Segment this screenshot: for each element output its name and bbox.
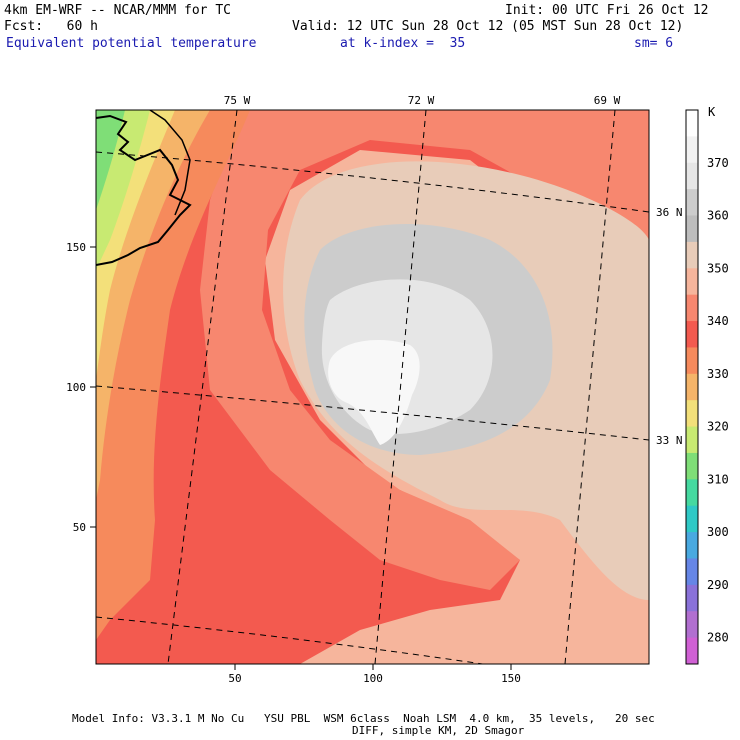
lon-label-72w: 72 W: [408, 94, 435, 107]
colorbar-swatch: [686, 584, 698, 612]
colorbar-label: 360: [707, 209, 729, 223]
colorbar-swatch: [686, 189, 698, 217]
colorbar-label: 280: [707, 631, 729, 645]
colorbar-swatch: [686, 558, 698, 586]
y-tick-100: 100: [66, 381, 86, 394]
forecast-hour: Fcst: 60 h: [4, 19, 98, 34]
colorbar-frame: [685, 109, 699, 665]
colorbar-swatch: [686, 532, 698, 559]
colorbar-label: 370: [707, 156, 729, 170]
colorbar-swatch: [686, 505, 698, 533]
colorbar-swatch: [686, 294, 698, 322]
colorbar-label: 290: [707, 578, 729, 592]
theta-e-field: [96, 110, 649, 664]
model-physics: DIFF, simple KM, 2D Smagor: [352, 724, 525, 737]
colorbar-swatch: [686, 321, 698, 348]
colorbar-labels: 370 360 350 340 330 320 310 300 290 280: [707, 156, 729, 645]
meridian-75w: [167, 110, 238, 664]
colorbar-swatch: [686, 136, 698, 164]
colorbar-swatch: [686, 611, 698, 639]
x-tick-50: 50: [228, 672, 241, 685]
x-tick-100: 100: [363, 672, 383, 685]
lon-label-69w: 69 W: [594, 94, 621, 107]
field-370K-center: [328, 340, 420, 445]
colorbar-swatch: [686, 426, 698, 454]
colorbar-swatch: [686, 268, 698, 296]
valid-time: Valid: 12 UTC Sun 28 Oct 12 (05 MST Sun …: [292, 19, 684, 34]
model-info: Model Info: V3.3.1 M No Cu YSU PBL WSM 6…: [72, 712, 655, 725]
x-tick-150: 150: [501, 672, 521, 685]
colorbar: [685, 109, 699, 665]
meridian-72w: [374, 110, 427, 664]
lat-label-33n: 33 N: [656, 434, 683, 447]
lat-label-36n: 36 N: [656, 206, 683, 219]
smoothing-label: sm= 6: [634, 36, 674, 51]
colorbar-swatch: [686, 215, 698, 243]
level-index: at k-index = 35: [340, 36, 466, 51]
graticule: [96, 110, 649, 664]
colorbar-label: 330: [707, 367, 729, 381]
parallel-36n: [96, 151, 649, 213]
colorbar-swatch: [686, 241, 698, 269]
field-name: Equivalent potential temperature: [6, 36, 257, 51]
colorbar-swatch: [686, 637, 698, 665]
lon-label-75w: 75 W: [224, 94, 251, 107]
colorbar-swatch: [686, 373, 698, 401]
colorbar-label: 340: [707, 314, 729, 328]
colorbar-label: 350: [707, 261, 729, 275]
parallel-33n: [96, 385, 649, 441]
colorbar-unit: K: [708, 105, 716, 119]
init-time: Init: 00 UTC Fri 26 Oct 12: [505, 3, 709, 18]
colorbar-label: 300: [707, 525, 729, 539]
axis-ticks: [90, 246, 512, 670]
model-title: 4km EM-WRF -- NCAR/MMM for TC: [4, 3, 231, 18]
colorbar-label: 310: [707, 472, 729, 486]
colorbar-swatch: [686, 110, 698, 137]
colorbar-swatch: [686, 347, 698, 375]
colorbar-label: 320: [707, 420, 729, 434]
colorbar-swatch: [686, 400, 698, 428]
colorbar-swatch: [686, 452, 698, 480]
coastline: [96, 114, 192, 266]
meridian-69w: [564, 110, 616, 664]
parallel-30n: [96, 616, 487, 664]
y-tick-50: 50: [73, 521, 86, 534]
field-345K-ring: [200, 110, 649, 590]
colorbar-swatch: [686, 162, 698, 190]
outer-banks: [149, 110, 191, 216]
colorbar-swatch: [686, 479, 698, 507]
y-tick-150: 150: [66, 241, 86, 254]
